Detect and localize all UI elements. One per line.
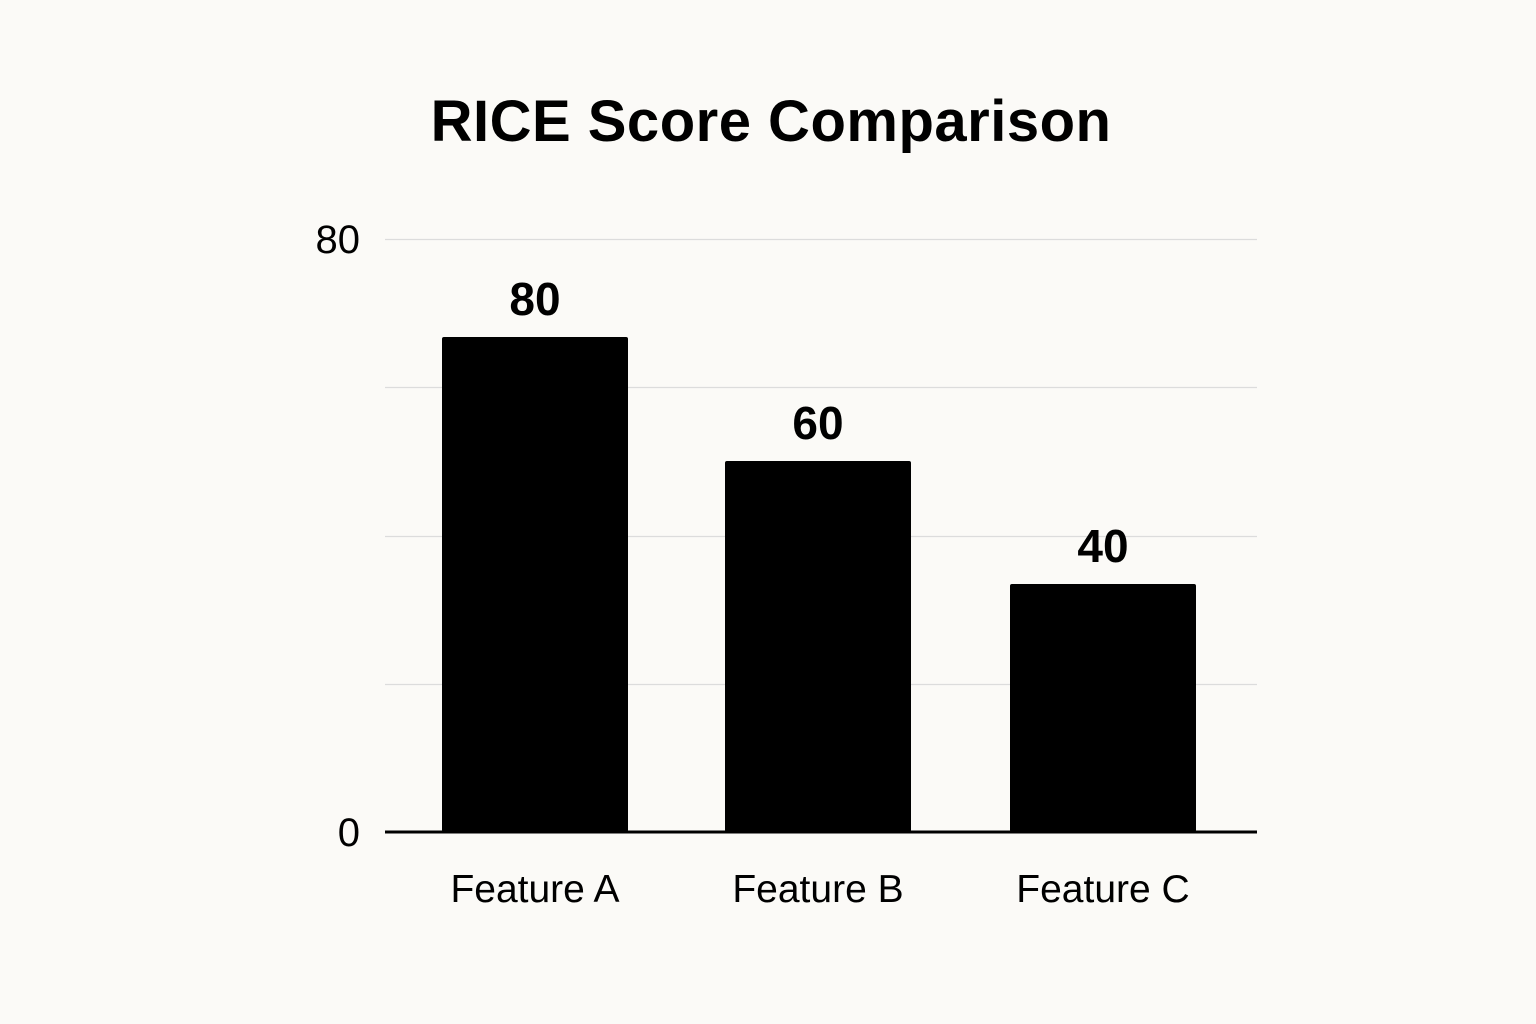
bars [442, 337, 1196, 832]
data-label-feature-c: 40 [1077, 520, 1128, 572]
x-tick-label-feature-c: Feature C [1016, 868, 1189, 911]
data-label-feature-a: 80 [509, 273, 560, 325]
x-tick-label-feature-a: Feature A [450, 868, 619, 911]
chart-title: RICE Score Comparison [430, 89, 1112, 154]
y-tick-label-0: 0 [338, 811, 360, 855]
labels: 80 Feature A 60 Feature B 40 Feature C 0 80 [316, 218, 1190, 911]
x-tick-label-feature-b: Feature B [732, 868, 903, 911]
bar-feature-c [1010, 584, 1196, 832]
bar-feature-a [442, 337, 628, 832]
data-label-feature-b: 60 [792, 397, 843, 449]
y-tick-label-80: 80 [316, 218, 361, 262]
bar-feature-b [725, 461, 911, 832]
